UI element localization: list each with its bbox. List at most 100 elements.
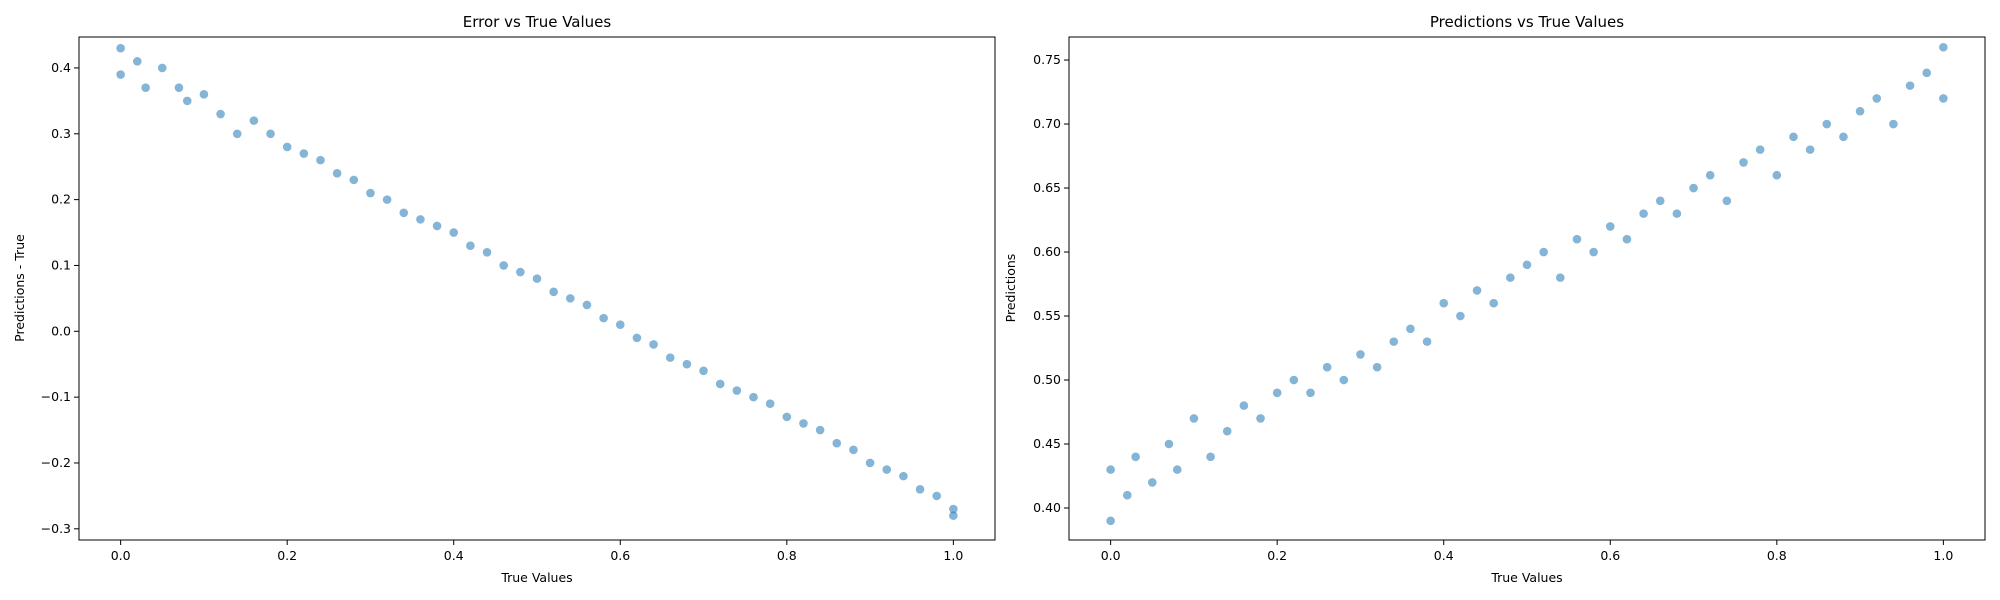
predictions-vs-true-panel: Predictions vs True Values 0.0 0.2 0.4 0.6 0… bbox=[1003, 13, 1986, 585]
scatter-point bbox=[1539, 247, 1548, 257]
y-tick-label: −0.3 bbox=[41, 521, 71, 536]
scatter-point bbox=[382, 195, 392, 204]
x-tick-label: 1.0 bbox=[1933, 548, 1953, 563]
scatter-point bbox=[116, 70, 125, 79]
scatter-point bbox=[1772, 170, 1782, 180]
x-axis-label: True Values bbox=[500, 570, 572, 585]
y-tick-label: 0.4 bbox=[51, 60, 71, 75]
scatter-point bbox=[1655, 196, 1665, 206]
scatter-point bbox=[1164, 439, 1174, 449]
scatter-point bbox=[1131, 452, 1140, 462]
scatter-point bbox=[582, 300, 592, 310]
scatter-point bbox=[316, 155, 325, 165]
scatter-point bbox=[682, 359, 692, 369]
scatter-point bbox=[1506, 273, 1515, 282]
scatter-point bbox=[366, 188, 375, 198]
x-tick-label: 1.0 bbox=[943, 548, 963, 563]
chart-title: Predictions vs True Values bbox=[1430, 13, 1624, 31]
scatter-point bbox=[1106, 516, 1115, 526]
scatter-point bbox=[915, 485, 925, 494]
y-tick-label: 0.75 bbox=[1033, 52, 1061, 67]
scatter-point bbox=[141, 83, 150, 92]
scatter-point bbox=[1189, 414, 1199, 423]
scatter-point bbox=[1572, 234, 1582, 244]
scatter-point bbox=[699, 366, 708, 376]
scatter-point bbox=[1239, 401, 1249, 410]
scatter-point bbox=[132, 57, 142, 66]
scatter-point bbox=[532, 274, 542, 283]
scatter-point bbox=[299, 149, 309, 158]
scatter-point bbox=[566, 294, 575, 303]
scatter-point bbox=[1589, 247, 1598, 257]
scatter-point bbox=[432, 221, 442, 231]
scatter-point bbox=[1905, 81, 1915, 90]
scatter-point bbox=[1489, 298, 1498, 308]
scatter-points bbox=[116, 43, 958, 520]
x-tick-label: 0.4 bbox=[444, 548, 464, 563]
scatter-point bbox=[1406, 324, 1415, 334]
scatter-point bbox=[1855, 106, 1865, 116]
scatter-point bbox=[1389, 337, 1399, 346]
scatter-point bbox=[1439, 298, 1449, 308]
scatter-point bbox=[1289, 375, 1299, 385]
scatter-point bbox=[1456, 311, 1465, 321]
scatter-point bbox=[482, 247, 492, 257]
scatter-point bbox=[649, 340, 658, 349]
scatter-point bbox=[1339, 375, 1349, 385]
y-tick-label: 0.65 bbox=[1033, 180, 1061, 195]
scatter-point bbox=[1422, 337, 1432, 346]
scatter-point bbox=[449, 228, 459, 237]
y-tick-label: 0.50 bbox=[1033, 372, 1061, 387]
scatter-point bbox=[899, 471, 908, 481]
y-tick-label: 0.3 bbox=[51, 126, 71, 141]
scatter-point bbox=[849, 445, 858, 455]
scatter-point bbox=[466, 241, 475, 251]
scatter-point bbox=[1705, 170, 1715, 180]
x-axis-label: True Values bbox=[1490, 570, 1562, 585]
x-tick-label: 0.6 bbox=[1600, 548, 1620, 563]
scatter-point bbox=[1605, 222, 1615, 231]
scatter-point bbox=[1889, 119, 1898, 129]
scatter-point bbox=[199, 89, 209, 99]
scatter-point bbox=[732, 386, 742, 395]
plot-frame bbox=[78, 36, 996, 541]
scatter-point bbox=[1639, 209, 1648, 218]
scatter-point bbox=[399, 208, 409, 218]
scatter-point bbox=[1172, 465, 1182, 474]
scatter-point bbox=[182, 96, 192, 106]
scatter-point bbox=[865, 458, 875, 468]
axis-ticks: 0.0 0.2 0.4 0.6 0.8 1.0 −0.3 −0.2 −0.1 0.0 0.1 0.2 0… bbox=[41, 60, 964, 563]
scatter-point bbox=[232, 129, 242, 139]
error-vs-true-panel: Error vs True Values 0.0 0.2 0.4 0.6 0.8 1.0 −… bbox=[12, 13, 996, 585]
x-tick-label: 0.8 bbox=[1767, 548, 1787, 563]
scatter-point bbox=[882, 465, 892, 474]
y-tick-label: 0.1 bbox=[51, 257, 71, 272]
y-tick-label: 0.70 bbox=[1033, 116, 1061, 131]
scatter-point bbox=[1147, 478, 1157, 487]
y-tick-label: 0.2 bbox=[51, 192, 71, 207]
x-tick-label: 0.4 bbox=[1434, 548, 1454, 563]
scatter-point bbox=[1372, 362, 1382, 372]
scatter-point bbox=[765, 399, 775, 409]
y-tick-label: 0.45 bbox=[1033, 436, 1061, 451]
y-tick-label: −0.1 bbox=[41, 389, 71, 404]
scatter-point bbox=[1222, 426, 1232, 436]
scatter-point bbox=[1322, 362, 1332, 372]
scatter-point bbox=[932, 491, 942, 501]
scatter-point bbox=[1805, 145, 1815, 154]
scatter-point bbox=[1755, 145, 1765, 154]
y-tick-label: 0.0 bbox=[51, 323, 71, 338]
scatter-point bbox=[782, 412, 792, 422]
y-tick-label: 0.55 bbox=[1033, 308, 1061, 323]
scatter-point bbox=[1522, 260, 1532, 270]
scatter-point bbox=[1272, 388, 1282, 398]
scatter-point bbox=[1356, 350, 1365, 359]
scatter-point bbox=[499, 261, 508, 270]
x-tick-label: 0.2 bbox=[277, 548, 297, 563]
scatter-point bbox=[599, 313, 608, 323]
scatter-point bbox=[799, 419, 808, 428]
x-tick-label: 0.0 bbox=[1101, 548, 1121, 563]
scatter-point bbox=[1922, 68, 1932, 78]
scatter-points bbox=[1106, 42, 1948, 526]
